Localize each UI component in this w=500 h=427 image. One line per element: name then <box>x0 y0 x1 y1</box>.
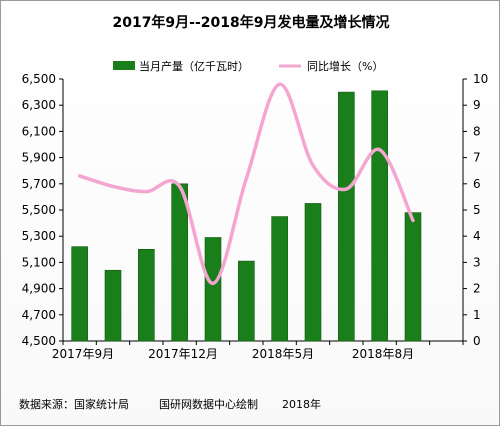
x-tick-label: 2017年9月 <box>52 347 114 361</box>
bar <box>71 246 88 342</box>
y-right-tick-label: 9 <box>473 98 481 112</box>
y-left-tick-label: 5,300 <box>22 229 56 243</box>
chart-title: 2017年9月--2018年9月发电量及增长情况 <box>112 14 389 31</box>
bar <box>204 237 222 342</box>
x-tick-label: 2018年5月 <box>252 347 314 361</box>
footer-author: 国研网数据中心绘制 <box>159 397 258 411</box>
bar <box>238 260 255 342</box>
bar <box>338 91 355 342</box>
y-right-tick-label: 8 <box>473 124 481 138</box>
bar <box>171 183 188 342</box>
bar <box>104 269 122 342</box>
y-right-tick-label: 6 <box>473 177 481 191</box>
bar <box>404 212 422 342</box>
legend: 当月产量（亿千瓦时） 同比增长（%） <box>113 59 383 73</box>
bar <box>371 90 388 342</box>
y-left-tick-label: 4,700 <box>22 308 56 322</box>
y-left-tick-label: 5,900 <box>22 151 56 165</box>
x-tick-label: 2017年12月 <box>148 347 218 361</box>
y-left-tick-label: 4,500 <box>22 334 56 348</box>
y-right-tick-label: 7 <box>473 151 481 165</box>
legend-swatch-bar <box>113 61 135 70</box>
axes <box>59 78 467 345</box>
y-right-tick-label: 2 <box>473 282 481 296</box>
footer: 数据来源：国家统计局 国研网数据中心绘制 2018年 <box>19 397 321 411</box>
y-left-tick-label: 4,900 <box>22 282 56 296</box>
y-right-tick-label: 3 <box>473 255 481 269</box>
y-left-tick-label: 5,100 <box>22 255 56 269</box>
y-right-tick-label: 4 <box>473 229 481 243</box>
legend-label-bar: 当月产量（亿千瓦时） <box>139 59 249 73</box>
y-right-tick-label: 10 <box>473 72 488 86</box>
bar <box>304 203 322 342</box>
y-left-tick-label: 6,500 <box>22 72 56 86</box>
footer-source: 数据来源：国家统计局 <box>19 397 129 411</box>
growth-line-path <box>77 82 415 286</box>
bar <box>138 249 155 342</box>
y-right-tick-label: 0 <box>473 334 481 348</box>
y-left-tick-label: 5,500 <box>22 203 56 217</box>
legend-label-line: 同比增长（%） <box>307 59 383 73</box>
y-right-tick-label: 5 <box>473 203 481 217</box>
y-left-tick-label: 5,700 <box>22 177 56 191</box>
growth-line <box>77 82 415 286</box>
footer-year: 2018年 <box>282 397 321 411</box>
bar <box>271 216 288 342</box>
tick-labels: 4,500 4,700 4,900 5,100 5,300 5,500 5,700 5,900… <box>22 72 489 361</box>
y-left-tick-label: 6,300 <box>22 98 56 112</box>
bars <box>71 90 422 342</box>
y-left-tick-label: 6,100 <box>22 124 56 138</box>
y-right-tick-label: 1 <box>473 308 481 322</box>
x-tick-label: 2018年8月 <box>352 347 414 361</box>
